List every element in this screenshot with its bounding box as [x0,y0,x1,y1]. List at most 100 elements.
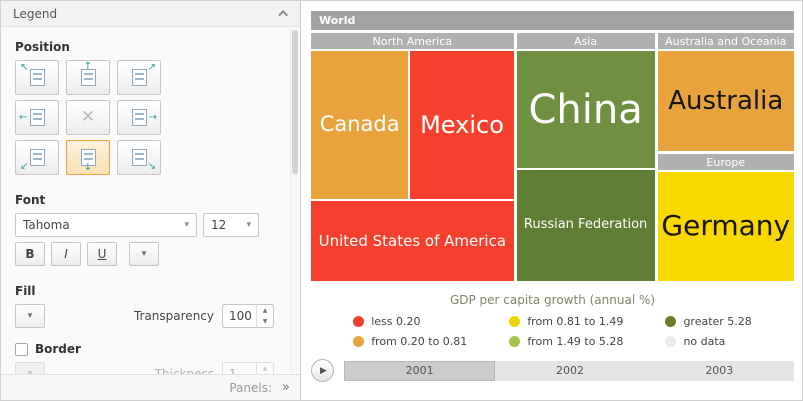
treemap-chart-area: World North America Canada Mexico United… [301,1,802,400]
panel-scrollbar[interactable] [290,28,299,372]
timeline-year-2002[interactable]: 2002 [555,364,584,377]
font-color-dropdown-button[interactable]: ▾ [129,242,159,266]
treemap-root-header[interactable]: World [311,11,794,30]
tile-australia[interactable]: Australia [657,51,794,151]
timeline-track[interactable]: 2001 2002 2003 [344,360,794,381]
olive-dot-icon [665,316,677,327]
panel-scrollbar-thumb[interactable] [292,30,298,175]
legend-position-grid: ↖ ↑ ↗ ← ✕ → [15,60,274,175]
font-section-label: Font [15,193,46,207]
legend-box-icon [29,69,45,86]
legend-item: from 0.81 to 1.49 [509,315,623,328]
legend-item: greater 5.28 [665,315,752,328]
treemap-groups: North America Canada Mexico United State… [311,33,794,281]
arrow-left-icon: ← [19,111,28,123]
italic-button[interactable]: I [51,242,81,266]
panel-footer: Panels: » [1,374,300,400]
tile-china[interactable]: China [516,51,655,168]
legend-item: less 0.20 [353,315,467,328]
fill-section-label: Fill [15,284,36,298]
timeline-year-2003[interactable]: 2003 [705,364,734,377]
gray-dot-icon [665,336,677,347]
treemap-right-column: Australia and Oceania Australia Europe G… [657,33,794,281]
legend-box-icon [131,69,147,86]
position-top-left-button[interactable]: ↖ [15,60,59,95]
spinner-up-icon[interactable]: ▲ [262,365,268,372]
position-top-center-button[interactable]: ↑ [66,60,110,95]
underline-button[interactable]: U [87,242,117,266]
spinner-down-icon[interactable]: ▼ [262,318,268,325]
legend-box-icon [80,149,96,166]
border-color-dropdown-button[interactable]: ▾ [15,362,45,374]
red-dot-icon [353,316,365,327]
group-header-australia-oceania[interactable]: Australia and Oceania [657,33,794,49]
arrow-bottom-right-icon: ↘ [147,161,156,172]
chevron-down-icon: ▾ [27,311,33,321]
position-bottom-left-button[interactable]: ↙ [15,140,59,175]
transparency-label: Transparency [133,309,214,323]
fill-color-dropdown-button[interactable]: ▾ [15,304,45,328]
font-family-select[interactable]: Tahoma ▾ [15,213,197,237]
border-checkbox[interactable] [15,342,28,356]
position-bottom-center-button[interactable]: ↓ [66,140,110,175]
arrow-down-icon: ↓ [83,162,93,173]
thickness-label: Thickness [154,367,214,374]
font-size-select[interactable]: 12 ▾ [203,213,259,237]
position-none-icon: ✕ [80,107,96,127]
group-europe: Europe Germany [657,154,794,281]
thickness-input[interactable] [223,363,256,374]
orange-dot-icon [353,336,365,347]
legend-panel-header[interactable]: Legend [1,1,300,27]
chevron-down-icon: ▾ [184,220,189,230]
arrow-top-left-icon: ↖ [20,62,29,73]
position-bottom-right-button[interactable]: ↘ [117,140,161,175]
yellow-dot-icon [509,316,521,327]
legend-box-icon [29,149,45,166]
timeline-year-2001[interactable]: 2001 [344,360,496,381]
panels-label: Panels: [229,380,273,395]
thickness-spinner: ▲ ▼ [222,362,274,374]
chevron-down-icon: ▾ [246,220,251,230]
legend-box-icon [80,69,96,86]
group-header-north-america[interactable]: North America [311,33,514,49]
collapse-panel-icon[interactable] [278,9,289,20]
arrow-bottom-left-icon: ↙ [20,161,29,172]
tile-mexico[interactable]: Mexico [410,51,514,199]
arrow-right-icon: → [148,111,157,123]
transparency-input[interactable] [223,305,256,327]
position-middle-right-button[interactable]: → [117,100,161,135]
legend-panel-title: Legend [13,6,58,21]
legend-panel-body: Position ↖ ↑ ↗ ← [1,27,300,374]
panels-expand-icon[interactable]: » [282,380,290,395]
tile-russian-federation[interactable]: Russian Federation [516,170,655,281]
play-button[interactable]: ▶ [311,359,334,382]
position-middle-left-button[interactable]: ← [15,100,59,135]
legend-item: no data [665,335,751,348]
legend-title: GDP per capita growth (annual %) [449,293,656,307]
tile-canada[interactable]: Canada [311,51,409,199]
font-size-value: 12 [211,218,227,232]
play-icon: ▶ [320,365,327,376]
light-green-dot-icon [509,336,521,347]
arrow-top-right-icon: ↗ [147,62,156,73]
legend-item: from 1.49 to 5.28 [509,335,623,348]
legend-settings-panel: Legend Position ↖ ↑ ↗ [1,1,301,400]
bold-button[interactable]: B [15,242,45,266]
legend-box-icon [131,149,147,166]
transparency-spinner: ▲ ▼ [222,304,274,328]
group-north-america: North America Canada Mexico United State… [311,33,514,281]
timeline: ▶ 2001 2002 2003 [311,359,794,382]
spinner-up-icon[interactable]: ▲ [262,307,268,314]
legend-box-icon [29,109,45,126]
chart-legend: GDP per capita growth (annual %) less 0.… [311,293,794,348]
arrow-up-icon: ↑ [83,61,93,72]
legend-box-icon [131,109,147,126]
border-section-label: Border [35,342,81,356]
tile-united-states[interactable]: United States of America [311,201,514,281]
position-top-right-button[interactable]: ↗ [117,60,161,95]
group-header-asia[interactable]: Asia [516,33,655,49]
tile-germany[interactable]: Germany [657,172,794,281]
group-asia: Asia China Russian Federation [516,33,655,281]
group-header-europe[interactable]: Europe [657,154,794,170]
position-none-button[interactable]: ✕ [66,100,110,135]
